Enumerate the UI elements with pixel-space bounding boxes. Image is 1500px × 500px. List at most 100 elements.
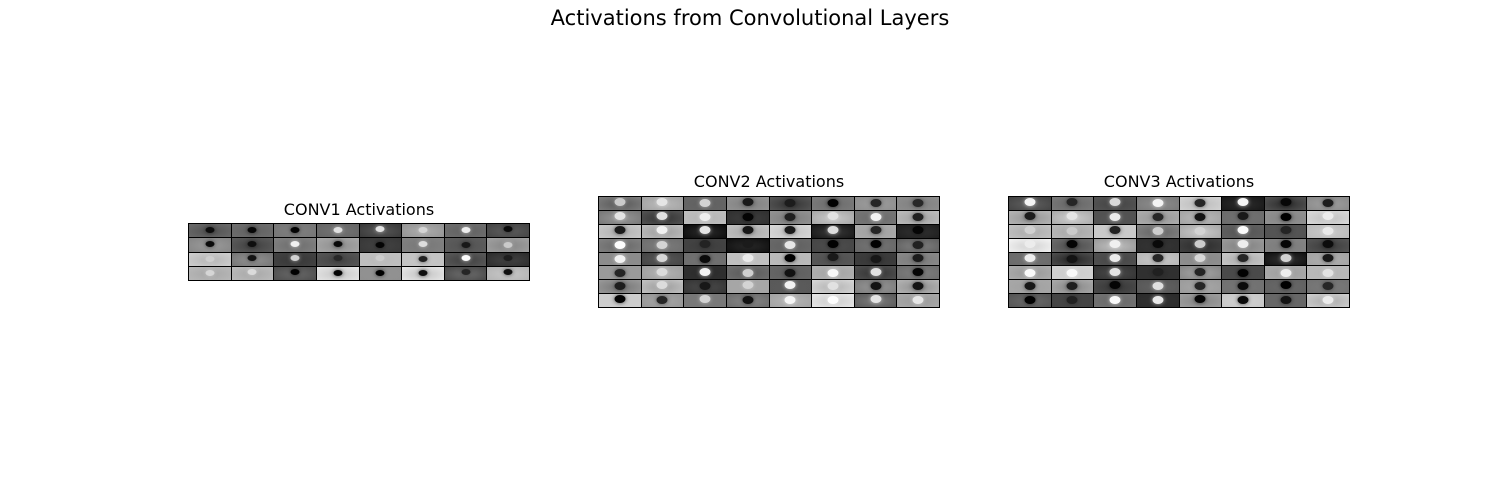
activation-map-tile	[487, 238, 529, 252]
activation-blob	[503, 226, 513, 233]
activation-map-tile	[1094, 280, 1136, 294]
activation-map-tile	[812, 294, 854, 307]
activation-blob	[742, 198, 754, 207]
activation-map-tile	[1307, 294, 1349, 307]
activation-blob	[912, 240, 924, 249]
activation-map-tile	[1009, 294, 1051, 307]
activation-map-tile	[487, 266, 529, 280]
activation-blob	[1024, 198, 1036, 207]
activation-blob	[742, 226, 754, 235]
activation-map-tile	[1009, 266, 1051, 280]
activation-blob	[1152, 296, 1164, 305]
activation-blob	[699, 281, 711, 290]
activation-blob	[614, 282, 626, 291]
activation-blob	[870, 226, 882, 235]
activation-map-tile	[1051, 266, 1094, 280]
activation-map-tile	[316, 266, 359, 280]
activation-blob	[742, 268, 754, 277]
activation-blob	[1024, 212, 1036, 221]
activation-blob	[912, 268, 924, 277]
activation-map-tile	[1179, 210, 1222, 224]
activation-map-tile	[487, 224, 529, 238]
activation-map-tile	[1009, 197, 1051, 210]
activation-blob	[912, 212, 924, 221]
activation-blob	[699, 254, 711, 263]
activation-blob	[1280, 254, 1292, 263]
activation-blob	[742, 253, 754, 262]
conv1-activation-grid	[188, 223, 530, 281]
activation-blob	[1322, 240, 1334, 249]
activation-map-tile	[1307, 197, 1349, 210]
activation-map-tile	[1307, 280, 1349, 294]
activation-blob	[1109, 197, 1121, 206]
activation-blob	[333, 269, 343, 276]
activation-blob	[1152, 254, 1164, 263]
activation-map-tile	[641, 210, 684, 224]
activation-blob	[1109, 212, 1121, 221]
activation-map-tile	[1051, 197, 1094, 210]
activation-map-tile	[231, 224, 274, 238]
activation-blob	[418, 255, 428, 262]
activation-blob	[290, 268, 300, 275]
activation-map-tile	[1264, 224, 1307, 238]
activation-blob	[827, 212, 839, 221]
activation-blob	[1237, 198, 1249, 207]
figure-suptitle: Activations from Convolutional Layers	[550, 6, 950, 30]
conv2-panel: CONV2 Activations	[598, 172, 940, 309]
activation-blob	[912, 295, 924, 304]
conv3-activation-grid	[1008, 196, 1350, 308]
activation-map-tile	[359, 252, 402, 266]
activation-map-tile	[1222, 252, 1264, 266]
activation-blob	[614, 240, 626, 249]
activation-blob	[827, 225, 839, 234]
activation-blob	[1194, 281, 1206, 290]
activation-blob	[1066, 254, 1078, 263]
activation-blob	[656, 198, 668, 207]
activation-map-tile	[231, 252, 274, 266]
activation-map-tile	[769, 252, 812, 266]
activation-blob	[784, 253, 796, 262]
activation-blob	[656, 267, 668, 276]
activation-map-tile	[684, 266, 726, 280]
activation-blob	[1152, 282, 1164, 291]
activation-blob	[1109, 281, 1121, 290]
activation-map-tile	[274, 238, 316, 252]
activation-map-tile	[1136, 280, 1179, 294]
activation-blob	[1237, 295, 1249, 304]
conv3-panel: CONV3 Activations	[1008, 172, 1350, 309]
activation-map-tile	[854, 252, 897, 266]
activation-blob	[1066, 211, 1078, 220]
activation-blob	[1109, 225, 1121, 234]
activation-map-tile	[189, 224, 231, 238]
activation-blob	[290, 241, 300, 248]
activation-map-tile	[769, 266, 812, 280]
activation-blob	[1322, 281, 1334, 290]
activation-blob	[912, 253, 924, 262]
activation-blob	[1066, 282, 1078, 291]
activation-blob	[1194, 226, 1206, 235]
activation-blob	[870, 254, 882, 263]
activation-blob	[656, 212, 668, 221]
activation-blob	[699, 199, 711, 208]
activation-blob	[784, 268, 796, 277]
activation-blob	[1152, 212, 1164, 221]
activation-blob	[503, 268, 513, 275]
activation-map-tile	[769, 210, 812, 224]
activation-map-tile	[599, 238, 641, 252]
activation-map-tile	[726, 210, 769, 224]
activation-map-tile	[1136, 266, 1179, 280]
activation-map-tile	[1009, 224, 1051, 238]
activation-map-tile	[897, 210, 939, 224]
activation-blob	[614, 197, 626, 206]
activation-map-tile	[854, 238, 897, 252]
activation-map-tile	[684, 210, 726, 224]
activation-map-tile	[1136, 294, 1179, 307]
activation-blob	[827, 253, 839, 262]
activation-map-tile	[641, 294, 684, 307]
activation-blob	[614, 254, 626, 263]
activation-map-tile	[897, 294, 939, 307]
activation-blob	[1280, 212, 1292, 221]
activation-blob	[1109, 239, 1121, 248]
activation-map-tile	[316, 224, 359, 238]
activation-map-tile	[726, 238, 769, 252]
